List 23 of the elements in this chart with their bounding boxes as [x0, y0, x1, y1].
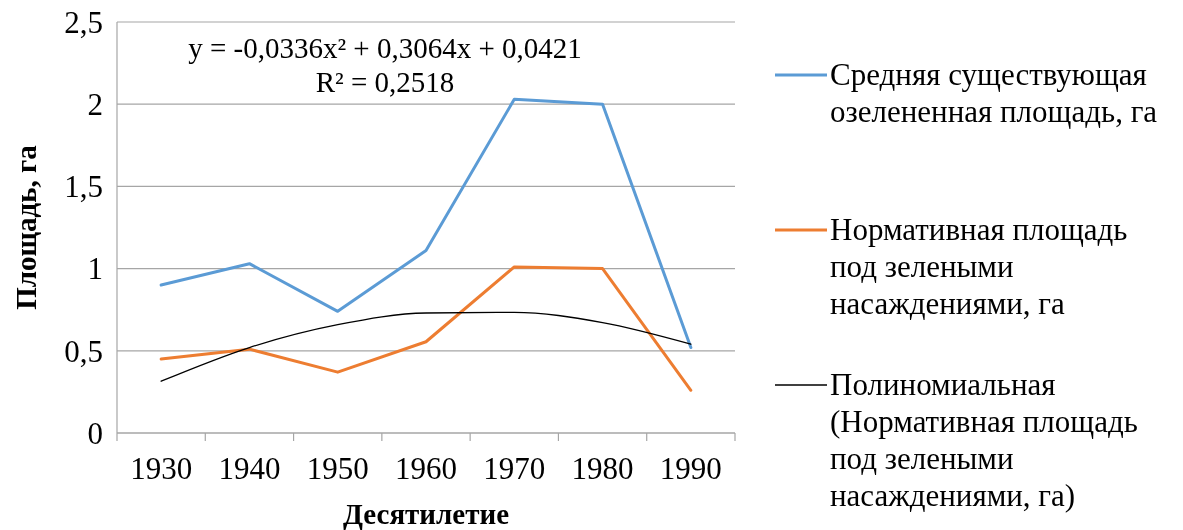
x-tick-label: 1950: [306, 451, 369, 486]
y-axis-title: Площадь, га: [10, 144, 42, 310]
x-tick-label: 1960: [395, 451, 457, 486]
line-series: [159, 97, 693, 350]
y-tick-label: 1,5: [64, 169, 103, 205]
legend-label: Полиномиальная (Нормативная площадь под зелеными насаждениями, га): [830, 367, 1138, 513]
y-tick-label: 2: [87, 87, 103, 123]
y-tick-label: 0,5: [64, 333, 103, 369]
y-tick-label: 1: [87, 251, 103, 287]
annotation: y = -0,0336x² + 0,3064x + 0,0421: [188, 32, 582, 64]
y-tick-label: 0: [87, 415, 103, 451]
x-tick-label: 1980: [571, 451, 634, 486]
x-axis-title: Десятилетие: [342, 498, 510, 530]
line-series: [160, 311, 692, 382]
x-tick-label: 1930: [130, 451, 193, 486]
x-tick-label: 1940: [218, 451, 281, 486]
y-tick-label: 2,5: [64, 4, 103, 40]
annotation: R² = 0,2518: [315, 66, 455, 98]
legend-label: Средняя существующая озелененная площадь, га: [830, 57, 1158, 129]
line-series: [159, 265, 693, 392]
legend-label: Нормативная площадь под зелеными насаждениями, га: [830, 212, 1128, 321]
x-tick-label: 1970: [483, 451, 546, 486]
x-tick-label: 1990: [659, 451, 722, 486]
